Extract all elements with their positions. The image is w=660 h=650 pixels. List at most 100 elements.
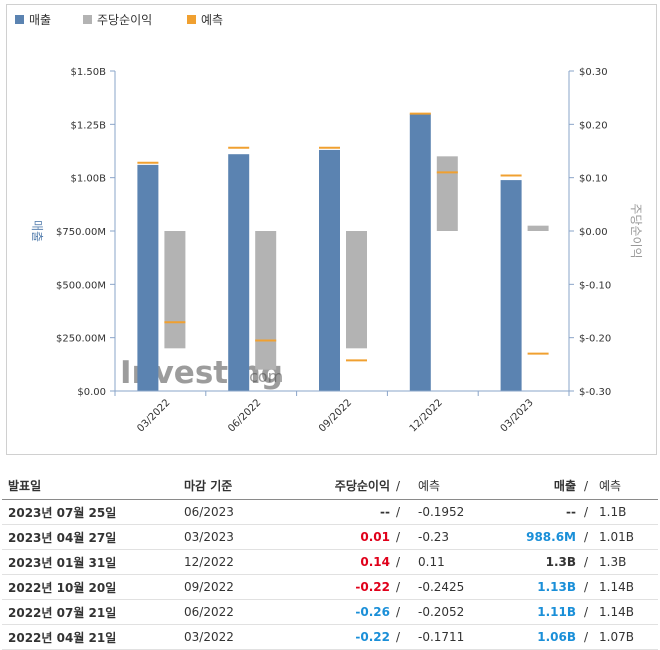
eps-bar xyxy=(527,225,549,231)
x-tick-label: 03/2023 xyxy=(499,397,536,434)
right-tick-label: $-0.20 xyxy=(579,334,611,345)
right-tick-label: $0.00 xyxy=(579,227,608,238)
row-revenue: 1.3B xyxy=(545,555,576,569)
row-revenue-separator: / xyxy=(584,505,589,519)
revenue-bar xyxy=(500,180,522,391)
left-tick-label: $1.00B xyxy=(71,174,107,185)
table-row: 2022년 04월 21일 03/2022 -0.22 / -0.1711 1.06B / 1… xyxy=(2,625,658,650)
row-revenue-forecast: 1.01B xyxy=(599,530,634,544)
row-eps-separator: / xyxy=(396,505,401,519)
row-period: 03/2023 xyxy=(184,530,234,544)
row-revenue-forecast: 1.1B xyxy=(599,505,627,519)
row-eps-forecast: -0.1952 xyxy=(418,505,465,519)
row-period: 09/2022 xyxy=(184,580,234,594)
row-eps: -0.26 xyxy=(355,605,390,619)
left-tick-label: $1.25B xyxy=(71,120,107,131)
row-eps-forecast: 0.11 xyxy=(418,555,445,569)
right-tick-label: $-0.10 xyxy=(579,280,611,291)
eps-bar xyxy=(255,231,277,370)
row-eps-separator: / xyxy=(396,580,401,594)
eps-bar xyxy=(164,231,186,349)
table-row: 2022년 07월 21일 06/2022 -0.26 / -0.2052 1.11B / 1… xyxy=(2,600,658,625)
eps-bar xyxy=(346,231,367,349)
legend-swatch-0 xyxy=(15,15,24,24)
row-period: 03/2022 xyxy=(184,630,234,644)
row-revenue: -- xyxy=(566,505,576,519)
right-tick-label: $0.20 xyxy=(579,120,608,131)
row-eps-forecast: -0.23 xyxy=(418,530,450,544)
header-eps-forecast: 예측 xyxy=(418,479,441,493)
row-revenue-forecast: 1.14B xyxy=(599,580,634,594)
legend-swatch-1 xyxy=(83,15,92,24)
row-revenue-separator: / xyxy=(584,580,589,594)
left-tick-label: $1.50B xyxy=(71,67,107,78)
header-eps: 주당순이익 xyxy=(334,479,390,493)
left-tick-label: $500.00M xyxy=(56,280,106,291)
table-row: 2023년 01월 31일 12/2022 0.14 / 0.11 1.3B / 1.3B xyxy=(2,550,658,575)
earnings-table-header: 발표일 마감 기준 주당순이익 / 예측 매출 / 예측 xyxy=(2,472,658,500)
row-date: 2022년 07월 21일 xyxy=(8,605,117,620)
header-period: 마감 기준 xyxy=(184,479,233,493)
row-eps-separator: / xyxy=(396,530,401,544)
row-revenue: 1.11B xyxy=(537,605,576,619)
row-revenue-forecast: 1.07B xyxy=(599,630,634,644)
x-tick-label: 09/2022 xyxy=(317,397,354,434)
row-eps-separator: / xyxy=(396,630,401,644)
left-axis-title: 매출 xyxy=(30,220,44,242)
legend-label-2: 예측 xyxy=(201,13,223,27)
earnings-table: 발표일 마감 기준 주당순이익 / 예측 매출 / 예측 2023년 07월 2… xyxy=(2,472,658,650)
header-date: 발표일 xyxy=(8,479,42,493)
row-revenue-separator: / xyxy=(584,605,589,619)
row-revenue-forecast: 1.3B xyxy=(599,555,627,569)
row-revenue-separator: / xyxy=(584,530,589,544)
table-row: 2023년 07월 25일 06/2023 -- / -0.1952 -- / 1.1B xyxy=(2,500,658,525)
right-tick-label: $0.30 xyxy=(579,67,608,78)
right-tick-label: $0.10 xyxy=(579,174,608,185)
row-eps-forecast: -0.2052 xyxy=(418,605,465,619)
row-eps: 0.01 xyxy=(360,530,390,544)
row-eps-separator: / xyxy=(396,605,401,619)
eps-bar xyxy=(436,156,458,231)
table-row: 2022년 10월 20일 09/2022 -0.22 / -0.2425 1.13B / 1… xyxy=(2,575,658,600)
header-revenue: 매출 xyxy=(553,479,576,493)
row-period: 06/2022 xyxy=(184,605,234,619)
row-revenue-separator: / xyxy=(584,630,589,644)
row-revenue: 988.6M xyxy=(526,530,576,544)
left-tick-label: $250.00M xyxy=(56,334,106,345)
revenue-bar xyxy=(409,113,431,392)
row-eps: -- xyxy=(380,505,390,519)
earnings-table-body: 2023년 07월 25일 06/2023 -- / -0.1952 --/1.1B 202… xyxy=(2,500,658,650)
earnings-chart: 매출 주당순이익 예측Investing.com$0.00$250.00M$500.… xyxy=(15,13,643,434)
table-row: 2023년 04월 27일 03/2023 0.01 / -0.23 988.6M / 1.0… xyxy=(2,525,658,550)
earnings-chart-panel: 매출 주당순이익 예측 Investing .com $0.00 $250.00M $500.… xyxy=(6,4,657,455)
row-period: 12/2022 xyxy=(184,555,234,569)
legend-label-0: 매출 xyxy=(29,13,51,27)
row-date: 2022년 04월 21일 xyxy=(8,630,117,645)
right-axis-title: 주당순이익 xyxy=(629,203,643,258)
row-eps-forecast: -0.2425 xyxy=(418,580,465,594)
revenue-bar xyxy=(319,149,340,391)
header-eps-separator: / xyxy=(396,478,401,493)
x-tick-label: 06/2022 xyxy=(226,397,263,434)
left-tick-label: $0.00 xyxy=(77,387,106,398)
right-tick-label: $-0.30 xyxy=(579,387,611,398)
row-date: 2023년 07월 25일 xyxy=(8,505,117,520)
row-revenue-forecast: 1.14B xyxy=(599,605,634,619)
row-revenue: 1.06B xyxy=(537,630,576,644)
row-date: 2023년 04월 27일 xyxy=(8,530,117,545)
x-tick-label: 03/2022 xyxy=(135,397,172,434)
row-date: 2023년 01월 31일 xyxy=(8,555,117,570)
legend-swatch-2 xyxy=(187,15,196,24)
left-tick-label: $750.00M xyxy=(56,227,106,238)
row-eps-forecast: -0.1711 xyxy=(418,630,465,644)
watermark-suffix: .com xyxy=(244,367,283,386)
x-tick-label: 12/2022 xyxy=(408,397,445,434)
row-eps-separator: / xyxy=(396,555,401,569)
row-eps: 0.14 xyxy=(360,555,390,569)
legend-label-1: 주당순이익 xyxy=(97,13,152,27)
row-date: 2022년 10월 20일 xyxy=(8,580,117,595)
row-eps: -0.22 xyxy=(355,630,390,644)
revenue-bar xyxy=(228,154,250,391)
row-revenue: 1.13B xyxy=(537,580,576,594)
revenue-bar xyxy=(137,164,159,391)
